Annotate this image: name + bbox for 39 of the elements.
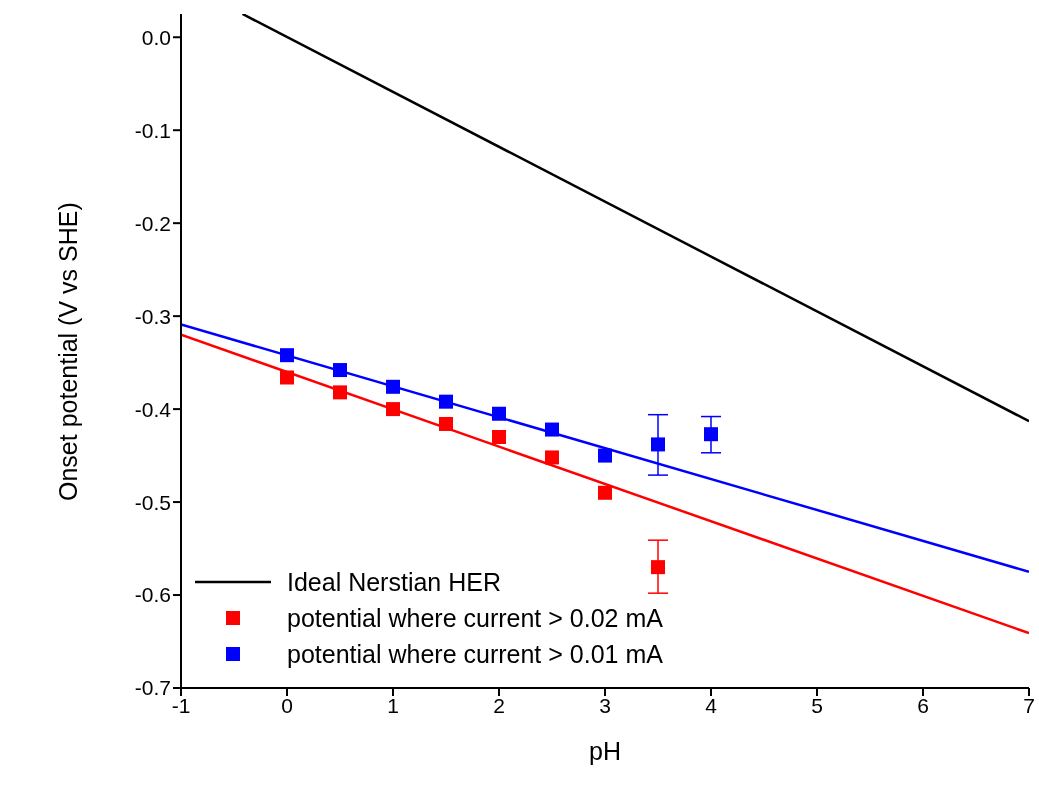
point bbox=[492, 406, 506, 421]
x-tick-label: 0 bbox=[281, 693, 293, 717]
y-tick-label: -0.1 bbox=[134, 118, 171, 142]
point bbox=[280, 370, 294, 385]
point bbox=[280, 348, 294, 363]
point bbox=[333, 363, 347, 378]
legend-label: potential where current > 0.02 mA bbox=[287, 603, 663, 633]
x-axis-title: pH bbox=[589, 737, 621, 765]
y-tick-label: 0.0 bbox=[141, 25, 171, 49]
x-tick-label: 7 bbox=[1023, 693, 1035, 717]
point bbox=[651, 560, 665, 575]
y-tick-label: -0.2 bbox=[134, 211, 171, 235]
point bbox=[439, 394, 453, 409]
y-tick-label: -0.5 bbox=[134, 490, 171, 514]
point bbox=[598, 485, 612, 500]
legend-label: potential where current > 0.01 mA bbox=[287, 639, 663, 669]
point bbox=[386, 402, 400, 417]
point bbox=[492, 429, 506, 444]
point bbox=[651, 437, 665, 452]
point bbox=[386, 379, 400, 394]
y-tick-label: -0.4 bbox=[134, 397, 172, 421]
y-tick-label: -0.6 bbox=[134, 583, 171, 607]
y-tick-label: -0.7 bbox=[134, 676, 171, 700]
x-tick-label: 6 bbox=[917, 693, 929, 717]
x-tick-label: 2 bbox=[493, 693, 505, 717]
point bbox=[545, 450, 559, 465]
point bbox=[439, 416, 453, 431]
x-tick-label: 5 bbox=[811, 693, 823, 717]
point bbox=[545, 422, 559, 437]
x-tick-label: 3 bbox=[599, 693, 611, 717]
point bbox=[333, 385, 347, 400]
point bbox=[598, 448, 612, 463]
point bbox=[704, 427, 718, 442]
y-tick-label: -0.3 bbox=[134, 304, 171, 328]
x-tick-label: 4 bbox=[705, 693, 718, 717]
y-axis-title: Onset potential (V vs SHE) bbox=[53, 202, 82, 501]
x-tick-label: 1 bbox=[387, 693, 399, 717]
legend-label: Ideal Nerstian HER bbox=[287, 567, 501, 597]
x-tick-label: -1 bbox=[171, 693, 191, 717]
